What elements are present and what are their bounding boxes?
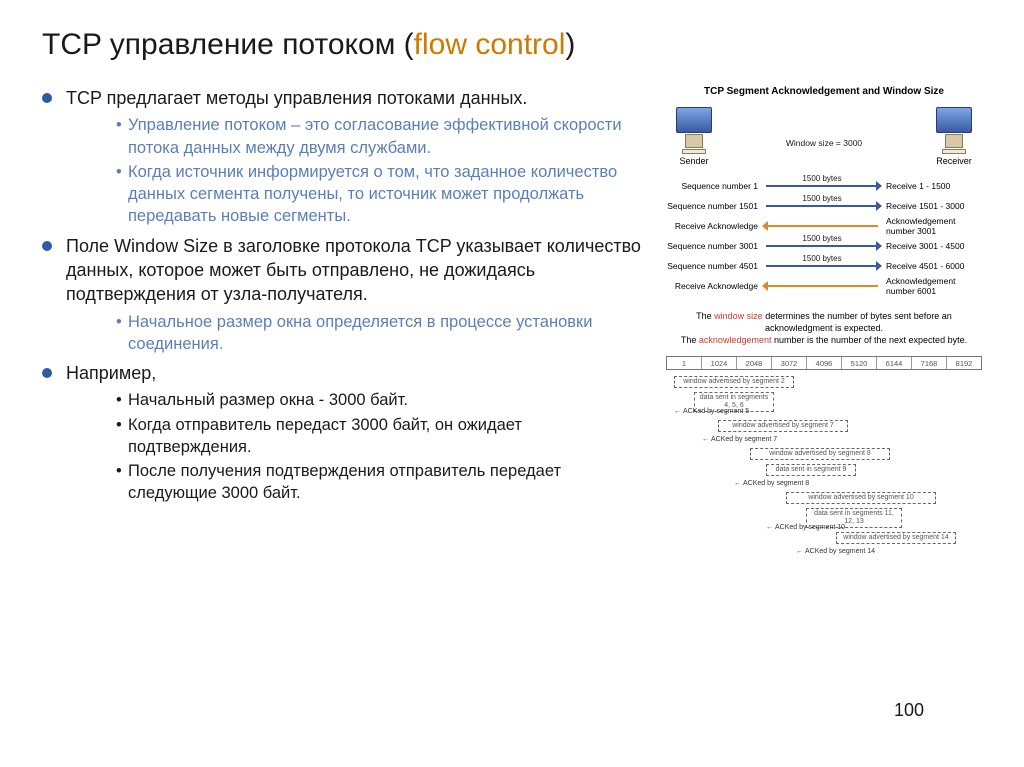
flow-right-label: Acknowledgement number 6001	[882, 276, 982, 296]
flow-right-label: Acknowledgement number 3001	[882, 216, 982, 236]
cpu-icon	[945, 134, 963, 148]
flow-row: Sequence number 15011500 bytesReceive 15…	[666, 196, 982, 216]
ruler-tick: 2048	[737, 357, 772, 369]
window-box: window advertised by segment 7	[718, 420, 848, 432]
arrow-icon	[762, 219, 882, 233]
ack-label: ACKed by segment 14	[796, 548, 875, 555]
arrow-label: 1500 bytes	[762, 254, 882, 263]
ack-label: ACKed by segment 10	[766, 524, 845, 531]
ruler-tick: 5120	[842, 357, 877, 369]
sender-label: Sender	[676, 156, 712, 166]
monitor-icon	[676, 107, 712, 133]
flow-left-label: Sequence number 3001	[666, 241, 762, 251]
text-column: TCP предлагает методы управления потокам…	[42, 86, 648, 556]
cpu-icon	[685, 134, 703, 148]
ack-label: ACKed by segment 8	[734, 480, 809, 487]
flow-row: Sequence number 11500 bytesReceive 1 - 1…	[666, 176, 982, 196]
diagram-title: TCP Segment Acknowledgement and Window S…	[666, 86, 982, 97]
window-box: window advertised by segment 2	[674, 376, 794, 388]
ruler-tick: 3072	[772, 357, 807, 369]
title-suffix: )	[565, 28, 575, 61]
sliding-window-sketch: 110242048307240965120614471688192 window…	[666, 356, 982, 556]
bullet-2: Поле Window Size в заголовке протокола T…	[42, 234, 648, 355]
flow-left-label: Sequence number 1501	[666, 201, 762, 211]
title-accent: flow control	[414, 28, 566, 61]
bullet-3-sub-2: Когда отправитель передаст 3000 байт, он…	[116, 414, 648, 459]
slide-title: TCP управление потоком (flow control)	[42, 28, 982, 62]
sliding-window-stack: window advertised by segment 2 data sent …	[666, 376, 982, 556]
receiver-host: Receiver	[936, 107, 972, 166]
ruler-tick: 1024	[702, 357, 737, 369]
diagram-caption: The window size determines the number of…	[666, 310, 982, 346]
bullet-1-sub-1: Управление потоком – это согласование эф…	[116, 114, 648, 159]
byte-ruler: 110242048307240965120614471688192	[666, 356, 982, 370]
flow-left-label: Receive Acknowledge	[666, 221, 762, 231]
keyboard-icon	[682, 149, 706, 154]
flow-rows: Sequence number 11500 bytesReceive 1 - 1…	[666, 176, 982, 296]
bullet-3-sub-1: Начальный размер окна - 3000 байт.	[116, 389, 648, 411]
flow-left-label: Receive Acknowledge	[666, 281, 762, 291]
flow-right-label: Receive 1 - 1500	[882, 181, 982, 191]
ack-label: ACKed by segment 5	[674, 408, 749, 415]
bullet-3-sub-3: После получения подтверждения отправител…	[116, 460, 648, 505]
page-number: 100	[894, 700, 924, 721]
window-size-label: Window size = 3000	[666, 138, 982, 148]
bullet-1-sub-2: Когда источник информируется о том, что …	[116, 161, 648, 228]
ack-label: ACKed by segment 7	[702, 436, 777, 443]
arrow-label: 1500 bytes	[762, 174, 882, 183]
flow-row: Sequence number 30011500 bytesReceive 30…	[666, 236, 982, 256]
keyboard-icon	[942, 149, 966, 154]
arrow-label: 1500 bytes	[762, 234, 882, 243]
sender-host: Sender	[676, 107, 712, 166]
window-box: window advertised by segment 10	[786, 492, 936, 504]
arrow-icon: 1500 bytes	[762, 259, 882, 273]
ruler-tick: 6144	[877, 357, 912, 369]
ruler-tick: 7168	[912, 357, 947, 369]
arrow-icon: 1500 bytes	[762, 239, 882, 253]
flow-right-label: Receive 3001 - 4500	[882, 241, 982, 251]
bullet-2-sub-1: Начальное размер окна определяется в про…	[116, 311, 648, 356]
receiver-label: Receiver	[936, 156, 972, 166]
arrow-icon: 1500 bytes	[762, 179, 882, 193]
arrow-icon: 1500 bytes	[762, 199, 882, 213]
ruler-tick: 8192	[947, 357, 981, 369]
flow-right-label: Receive 1501 - 3000	[882, 201, 982, 211]
window-box: window advertised by segment 14	[836, 532, 956, 544]
ruler-tick: 4096	[807, 357, 842, 369]
flow-row: Receive Acknowledge Acknowledgement numbe…	[666, 276, 982, 296]
hosts-row: Sender Receiver	[666, 107, 982, 166]
title-prefix: TCP управление потоком (	[42, 28, 414, 61]
window-box: window advertised by segment 8	[750, 448, 890, 460]
arrow-label: 1500 bytes	[762, 194, 882, 203]
bullet-1: TCP предлагает методы управления потокам…	[42, 86, 648, 228]
arrow-icon	[762, 279, 882, 293]
window-box: data sent in segment 9	[766, 464, 856, 476]
bullet-3: Например, Начальный размер окна - 3000 б…	[42, 361, 648, 505]
flow-left-label: Sequence number 1	[666, 181, 762, 191]
flow-row: Receive Acknowledge Acknowledgement numbe…	[666, 216, 982, 236]
flow-row: Sequence number 45011500 bytesReceive 45…	[666, 256, 982, 276]
flow-right-label: Receive 4501 - 6000	[882, 261, 982, 271]
monitor-icon	[936, 107, 972, 133]
diagram-column: TCP Segment Acknowledgement and Window S…	[666, 86, 982, 556]
flow-left-label: Sequence number 4501	[666, 261, 762, 271]
ruler-tick: 1	[667, 357, 702, 369]
